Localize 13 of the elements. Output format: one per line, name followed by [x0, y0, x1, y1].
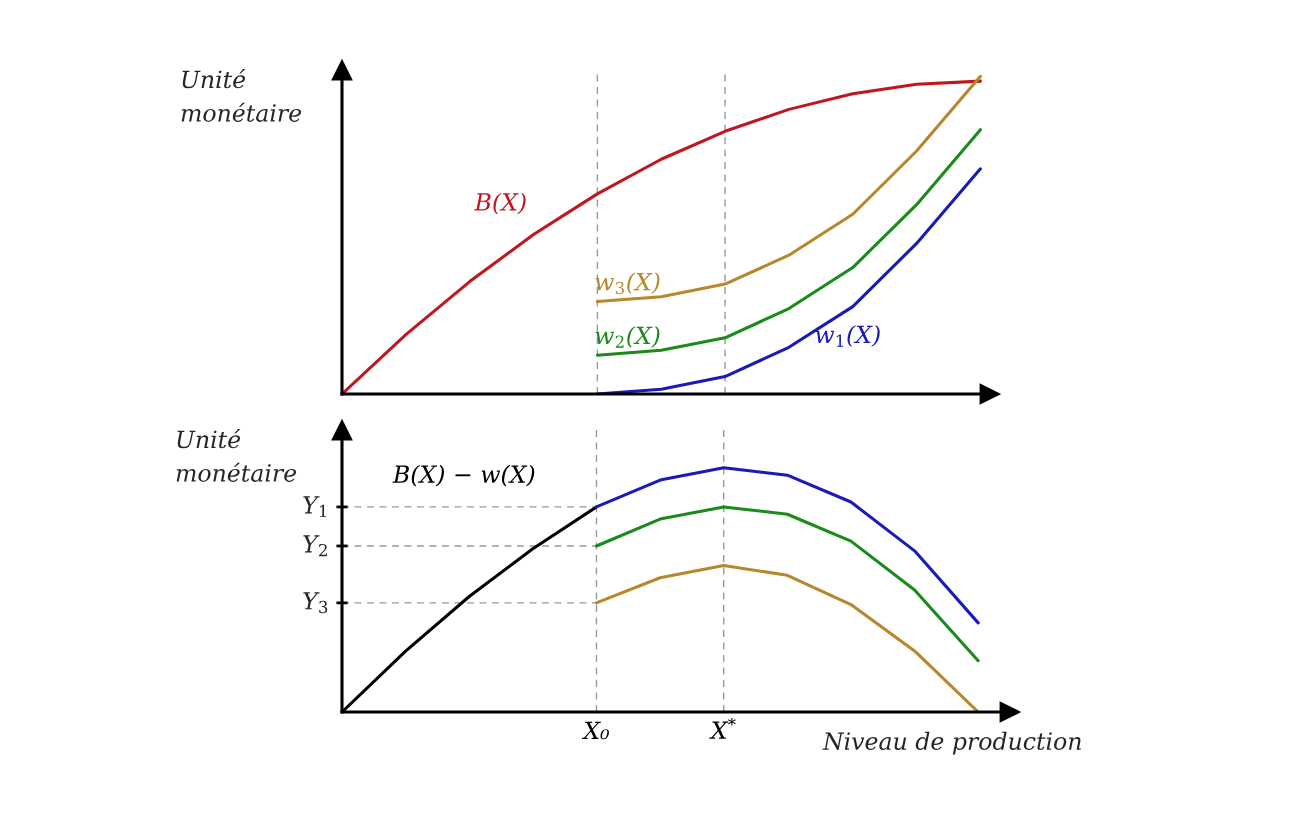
series-label: B(X)	[474, 192, 526, 215]
x-tick-label: X₀	[581, 721, 609, 740]
y-axis-title: Unité monétaire	[181, 69, 302, 122]
y-axis-title: Unité monétaire	[176, 429, 297, 482]
series-label: w$_{1}$(X)	[815, 325, 880, 347]
x-axis-title: Niveau de production	[822, 731, 1081, 755]
series-label: w$_{3}$(X)	[595, 272, 660, 295]
ref-line-label: Y$_{3}$	[303, 592, 328, 614]
series-label: w$_{2}$(X)	[595, 326, 660, 348]
x-tick-label: X$^{*}$	[709, 717, 736, 739]
ref-line-label: Y$_{1}$	[303, 496, 327, 518]
ref-line-label: Y$_{2}$	[303, 535, 327, 557]
text: B(X) − w(X)	[392, 464, 535, 487]
